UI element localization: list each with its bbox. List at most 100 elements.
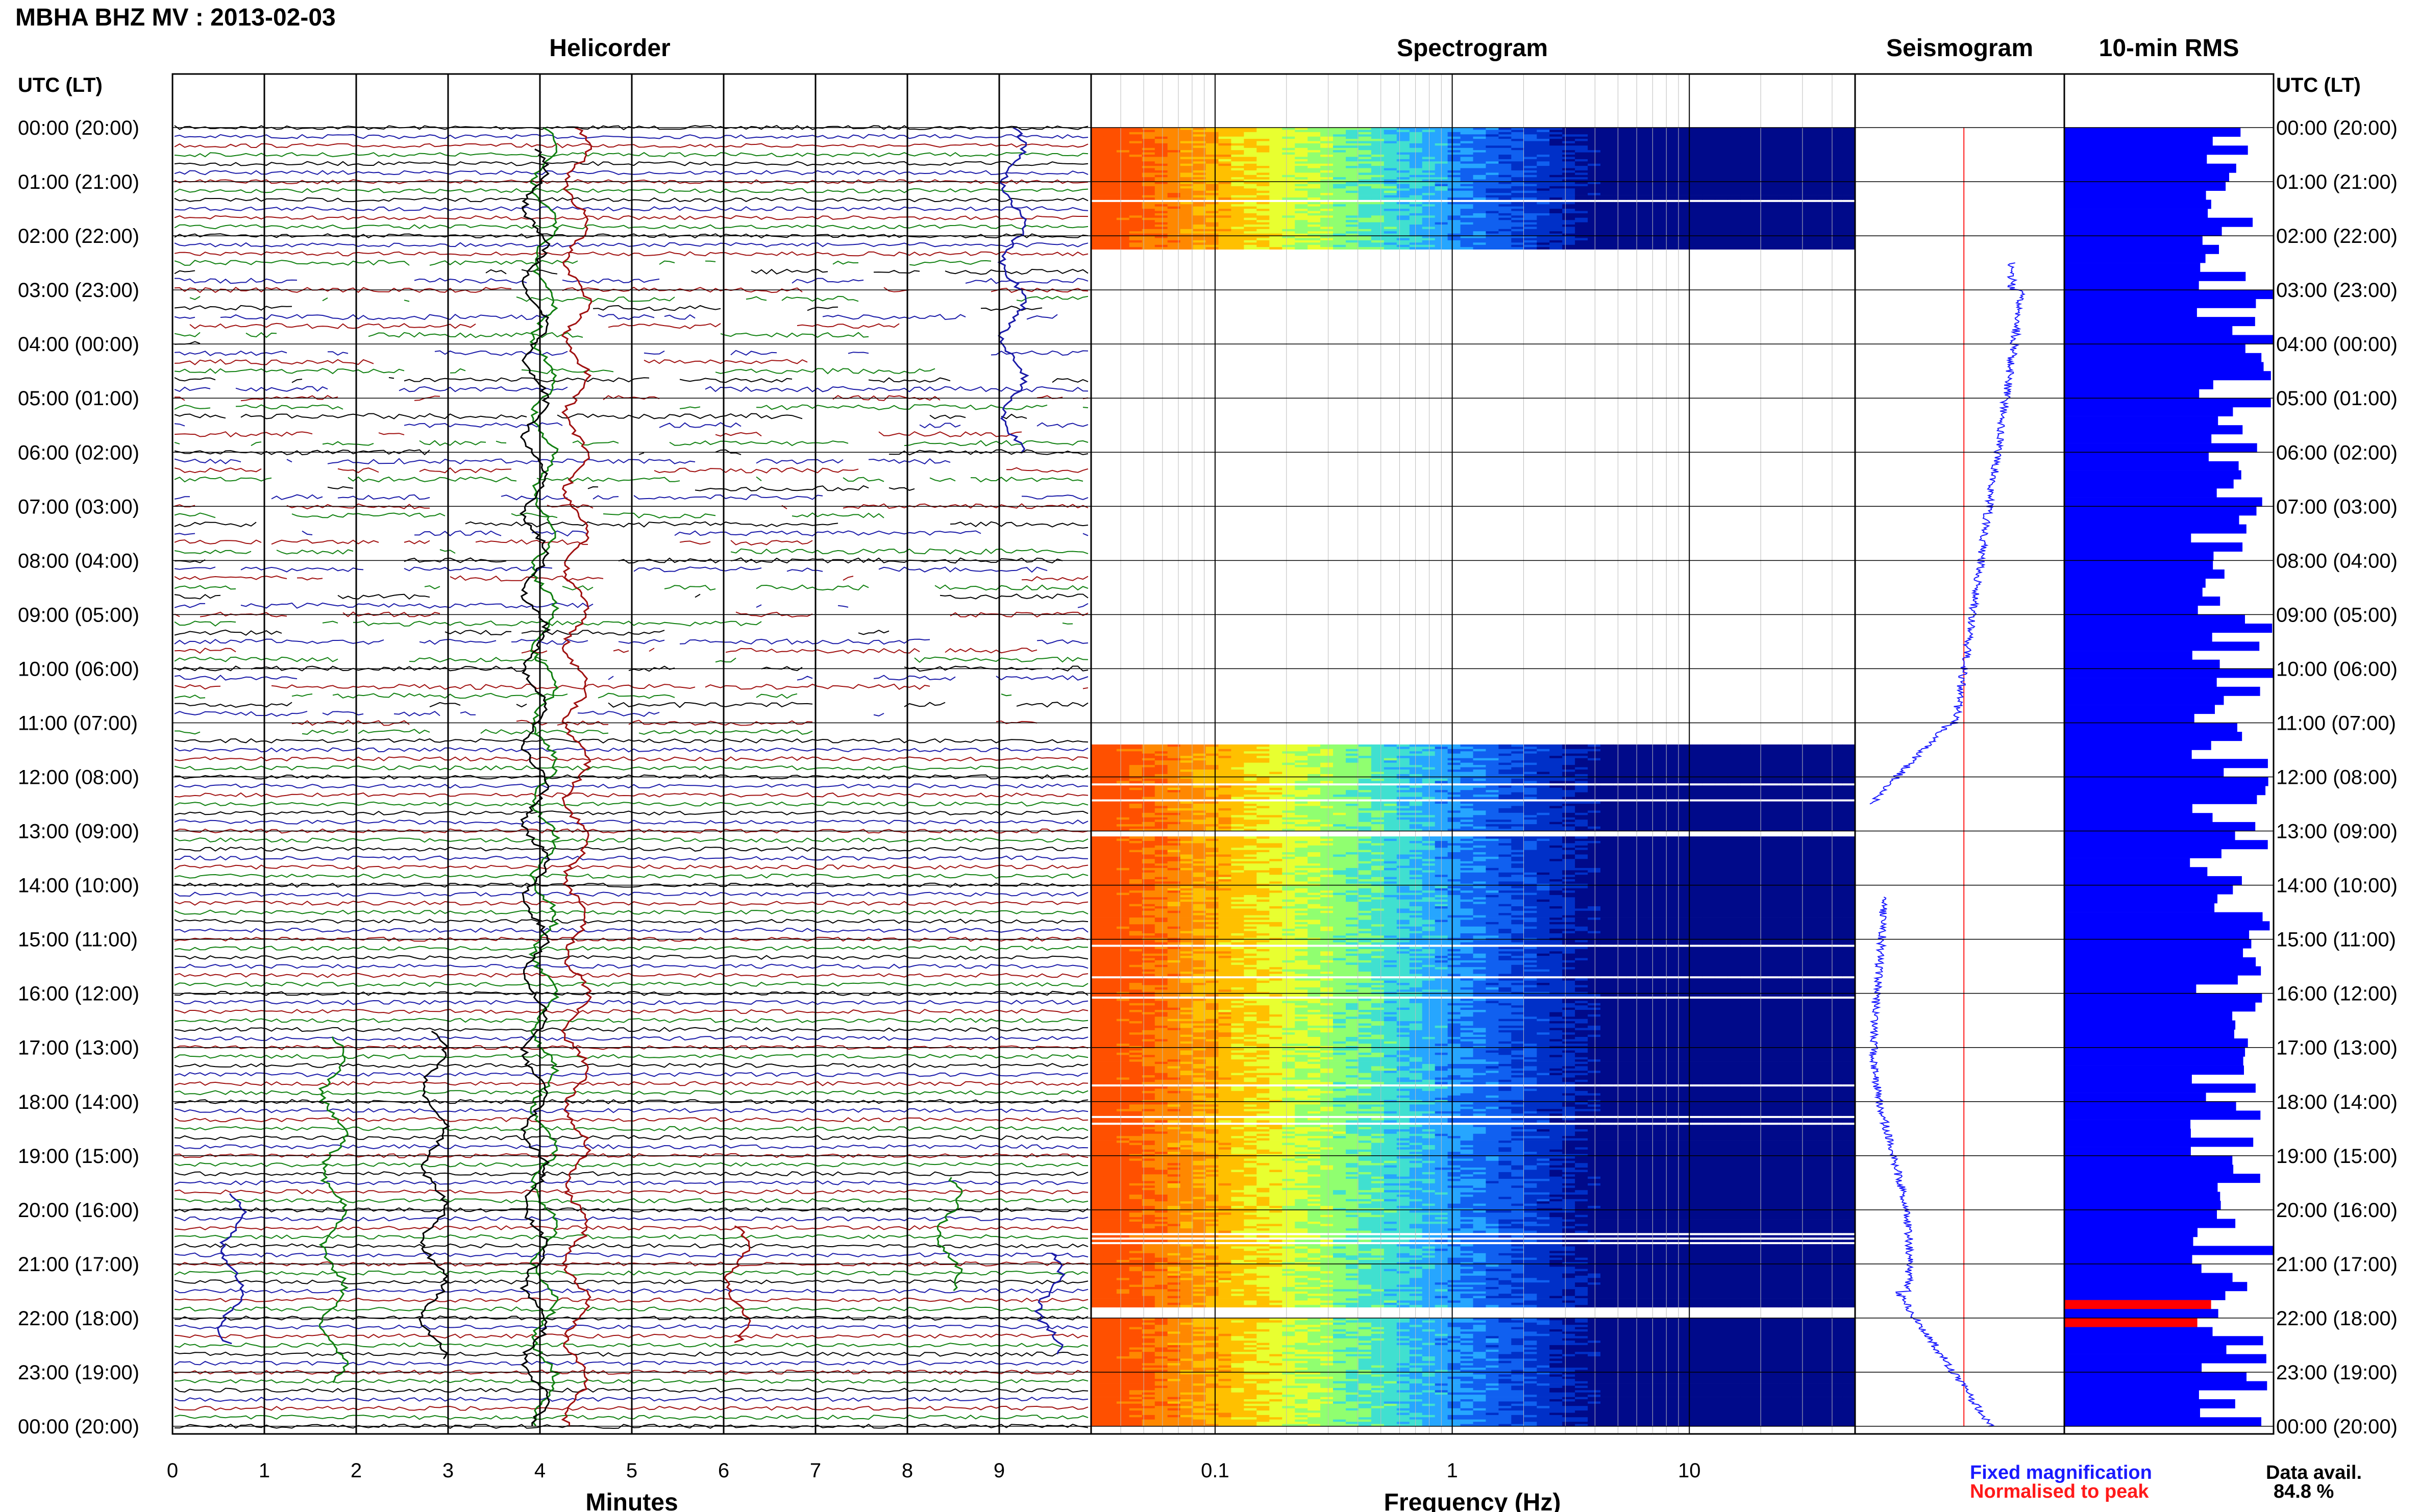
spectrogram-cell — [1804, 795, 1817, 797]
spectrogram-cell — [1791, 175, 1805, 178]
spectrogram-cell — [1396, 747, 1410, 750]
spectrogram-cell — [1842, 190, 1856, 193]
spectrogram-cell — [1193, 150, 1206, 153]
spectrogram-cell — [1256, 134, 1270, 137]
spectrogram-cell — [1779, 747, 1792, 750]
spectrogram-cell — [1498, 785, 1512, 788]
spectrogram-cell — [1740, 790, 1754, 793]
spectrogram-cell — [1371, 190, 1385, 193]
spectrogram-cell — [1154, 132, 1168, 135]
spectrogram-cell — [1498, 141, 1512, 144]
spectrogram-cell — [1600, 244, 1614, 247]
spectrogram-cell — [1244, 225, 1257, 227]
spectrogram-cell — [1486, 781, 1499, 784]
spectrogram-cell — [1537, 762, 1550, 765]
spectrogram-cell — [1766, 808, 1779, 811]
spectrogram-cell — [1103, 233, 1117, 236]
spectrogram-cell — [1753, 159, 1766, 162]
spectrogram-cell — [1562, 141, 1575, 144]
spectrogram-cell — [1613, 202, 1626, 205]
spectrogram-cell — [1409, 204, 1423, 207]
spectrogram-cell — [1116, 804, 1130, 806]
spectrogram-cell — [1358, 186, 1372, 189]
spectrogram-cell — [1371, 128, 1385, 130]
spectrogram-cell — [1689, 760, 1703, 763]
spectrogram-cell — [1537, 236, 1550, 238]
spectrogram-cell — [1193, 182, 1206, 184]
spectrogram-cell — [1384, 795, 1397, 797]
spectrogram-cell — [1218, 217, 1231, 220]
spectrogram-cell — [1524, 134, 1537, 137]
spectrogram-cell — [1167, 747, 1181, 750]
spectrogram-cell — [1613, 197, 1626, 200]
spectrogram-cell — [1625, 801, 1639, 804]
spectrogram-cell — [1473, 182, 1486, 184]
spectrogram-cell — [1638, 166, 1652, 168]
spectrogram-cell — [1142, 808, 1155, 811]
helicorder-trace-line — [175, 729, 813, 735]
spectrogram-cell — [1740, 175, 1754, 178]
spectrogram-cell — [1638, 233, 1652, 236]
spectrogram-cell — [1588, 193, 1601, 195]
spectrogram-cell — [1766, 797, 1779, 800]
spectrogram-cell — [1193, 220, 1206, 222]
spectrogram-cell — [1779, 229, 1792, 232]
spectrogram-cell — [1218, 774, 1231, 777]
spectrogram-cell — [1295, 220, 1308, 222]
spectrogram-cell — [1256, 217, 1270, 220]
spectrogram-cell — [1830, 774, 1843, 777]
spectrogram-cell — [1804, 182, 1817, 184]
spectrogram-cell — [1218, 150, 1231, 153]
spectrogram-cell — [1091, 190, 1104, 193]
spectrogram-cell — [1600, 795, 1614, 797]
spectrogram-cell — [1524, 195, 1537, 198]
spectrogram-cell — [1396, 756, 1410, 759]
spectrogram-cell — [1613, 229, 1626, 232]
spectrogram-cell — [1269, 152, 1282, 155]
spectrogram-cell — [1142, 753, 1155, 756]
spectrogram-cell — [1664, 188, 1677, 191]
spectrogram-cell — [1804, 159, 1817, 162]
helicorder-trace-line — [174, 377, 1089, 383]
spectrogram-cell — [1358, 147, 1372, 151]
spectrogram-cell — [1727, 790, 1741, 793]
spectrogram-cell — [1625, 765, 1639, 767]
spectrogram-cell — [1103, 145, 1117, 148]
spectrogram-cell — [1231, 152, 1244, 155]
spectrogram-cell — [1269, 225, 1282, 227]
spectrogram-cell — [1575, 161, 1588, 164]
spectrogram-cell — [1218, 247, 1231, 250]
spectrogram-cell — [1613, 139, 1626, 141]
spectrogram-cell — [1447, 776, 1461, 779]
spectrogram-cell — [1676, 747, 1690, 750]
spectrogram-cell — [1779, 143, 1792, 146]
spectrogram-cell — [1091, 170, 1104, 173]
spectrogram-cell — [1562, 790, 1575, 793]
spectrogram-cell — [1689, 152, 1703, 155]
spectrogram-cell — [1409, 215, 1423, 218]
spectrogram-cell — [1460, 808, 1474, 811]
spectrogram-cell — [1791, 244, 1805, 247]
spectrogram-cell — [1129, 792, 1143, 795]
spectrogram-cell — [1562, 172, 1575, 176]
spectrogram-cell — [1116, 778, 1130, 781]
spectrogram-cell — [1817, 128, 1830, 130]
spectrogram-cell — [1244, 774, 1257, 777]
spectrogram-cell — [1218, 157, 1231, 160]
spectrogram-cell — [1205, 182, 1219, 184]
spectrogram-cell — [1817, 747, 1830, 750]
spectrogram-cell — [1091, 229, 1104, 232]
spectrogram-cell — [1562, 767, 1575, 770]
spectrogram-cell — [1205, 179, 1219, 182]
spectrogram-cell — [1588, 211, 1601, 214]
spectrogram-cell — [1817, 130, 1830, 133]
spectrogram-cell — [1779, 197, 1792, 200]
spectrogram-cell — [1702, 236, 1716, 238]
spectrogram-cell — [1702, 778, 1716, 781]
spectrogram-cell — [1766, 139, 1779, 141]
spectrogram-cell — [1384, 157, 1397, 160]
spectrogram-cell — [1193, 134, 1206, 137]
spectrogram-cell — [1320, 795, 1334, 797]
spectrogram-cell — [1269, 175, 1282, 178]
spectrogram-cell — [1562, 152, 1575, 155]
